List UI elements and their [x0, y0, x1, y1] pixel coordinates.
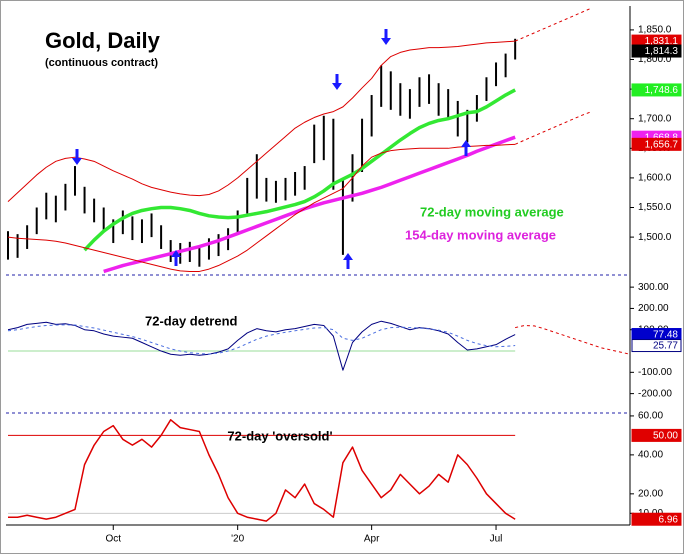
series-line — [514, 7, 592, 42]
oversold-label: 72-day 'oversold' — [227, 428, 332, 443]
series-line — [83, 88, 516, 252]
value-tag — [631, 44, 682, 58]
value-tag-label: 1,656.7 — [645, 139, 679, 150]
y-tick-label: 1,550.0 — [638, 202, 672, 213]
value-tag — [631, 512, 682, 526]
up-arrow — [461, 140, 471, 156]
value-tag-label: 1,748.6 — [645, 85, 679, 96]
down-arrow — [332, 74, 342, 90]
series-line — [7, 143, 516, 272]
ma72-label: 72-day moving average — [420, 204, 564, 219]
y-tick-label: -100.00 — [638, 367, 672, 378]
tags: 1,500.01,550.01,600.01,650.01,700.01,750… — [631, 25, 682, 526]
y-tick-label: 40.00 — [638, 450, 663, 461]
series-line — [515, 324, 631, 355]
series-line — [7, 40, 516, 202]
down-arrow — [72, 149, 82, 165]
value-tag-label: 1,831.1 — [645, 36, 679, 47]
value-tag-label: 25.77 — [653, 341, 678, 352]
down-arrow — [381, 29, 391, 45]
up-arrow — [343, 253, 353, 269]
x-tick-label: Apr — [364, 534, 380, 545]
y-tick-label: 20.00 — [638, 488, 663, 499]
chart-title: Gold, Daily — [45, 28, 161, 53]
detrend-label: 72-day detrend — [145, 313, 238, 328]
value-tag-label: 50.00 — [653, 431, 678, 442]
value-tag — [631, 428, 682, 442]
value-tag-label: 1,668.8 — [645, 132, 679, 143]
series-line — [8, 419, 516, 522]
y-tick-label: 1,500.0 — [638, 232, 672, 243]
y-tick-label: 1,850.0 — [638, 25, 672, 36]
series-line — [103, 135, 516, 274]
series-line — [7, 324, 516, 355]
chart-subtitle: (continuous contract) — [45, 57, 158, 69]
series-line — [514, 111, 592, 145]
value-tag-label: 1,814.3 — [645, 46, 679, 57]
ma154-label: 154-day moving average — [405, 227, 556, 242]
arrows — [72, 29, 471, 269]
value-tag — [631, 339, 682, 353]
y-tick-label: 1,700.0 — [638, 113, 672, 124]
value-tag-label: 6.96 — [659, 514, 679, 525]
y-tick-label: 1,800.0 — [638, 54, 672, 65]
y-tick-label: 60.00 — [638, 411, 663, 422]
value-tag — [631, 137, 682, 151]
y-tick-label: 200.00 — [638, 303, 669, 314]
value-tag-label: 77.48 — [653, 330, 678, 341]
x-tick-label: '20 — [231, 534, 244, 545]
y-tick-label: 1,600.0 — [638, 173, 672, 184]
y-tick-label: 300.00 — [638, 282, 669, 293]
x-tick-label: Jul — [490, 534, 503, 545]
marks: Oct '20 Apr Jul — [7, 7, 634, 545]
x-tick-label: Oct — [105, 534, 121, 545]
up-arrow — [171, 250, 181, 266]
value-tag — [631, 83, 682, 97]
series-line — [7, 320, 516, 371]
y-tick-label: -200.00 — [638, 388, 672, 399]
